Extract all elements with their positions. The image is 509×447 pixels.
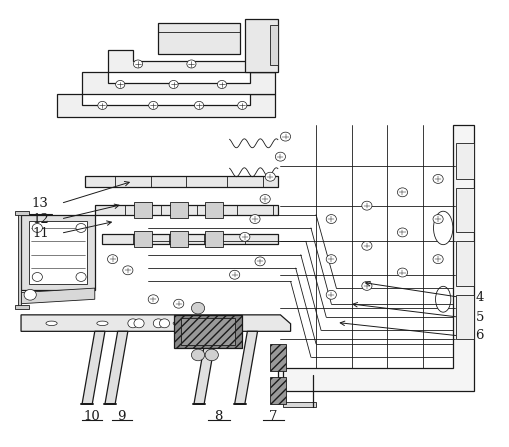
Circle shape: [217, 80, 226, 89]
Polygon shape: [15, 304, 29, 309]
Circle shape: [24, 290, 36, 300]
Polygon shape: [105, 331, 128, 404]
Text: 8: 8: [214, 409, 222, 422]
Circle shape: [205, 349, 218, 361]
Polygon shape: [455, 295, 473, 339]
Circle shape: [260, 194, 270, 203]
Ellipse shape: [173, 321, 184, 325]
Circle shape: [397, 228, 407, 237]
Circle shape: [32, 224, 42, 232]
Circle shape: [173, 299, 183, 308]
Circle shape: [280, 132, 290, 141]
Circle shape: [361, 201, 371, 210]
Polygon shape: [244, 18, 277, 72]
Circle shape: [229, 270, 239, 279]
Polygon shape: [270, 344, 285, 371]
Polygon shape: [282, 402, 316, 407]
Circle shape: [326, 291, 336, 299]
Circle shape: [116, 80, 125, 89]
Polygon shape: [173, 315, 242, 348]
Circle shape: [265, 172, 275, 181]
Ellipse shape: [97, 321, 108, 325]
Circle shape: [98, 101, 107, 110]
Circle shape: [148, 295, 158, 304]
Ellipse shape: [433, 211, 452, 245]
Polygon shape: [205, 202, 223, 218]
Text: 13: 13: [32, 197, 49, 210]
Circle shape: [149, 101, 158, 110]
Polygon shape: [102, 234, 277, 245]
Circle shape: [159, 319, 169, 328]
Circle shape: [326, 215, 336, 224]
Polygon shape: [29, 221, 87, 284]
Polygon shape: [18, 212, 21, 308]
Text: 7: 7: [268, 409, 276, 422]
Circle shape: [397, 268, 407, 277]
Circle shape: [239, 232, 249, 241]
Polygon shape: [107, 50, 275, 72]
Circle shape: [123, 266, 133, 275]
Circle shape: [361, 282, 371, 291]
Circle shape: [107, 255, 118, 264]
Text: 9: 9: [117, 409, 126, 422]
Polygon shape: [134, 202, 152, 218]
Polygon shape: [455, 188, 473, 232]
Polygon shape: [21, 315, 290, 331]
Text: 10: 10: [83, 409, 100, 422]
Circle shape: [275, 152, 285, 161]
Polygon shape: [82, 72, 275, 94]
Polygon shape: [205, 231, 223, 247]
Ellipse shape: [435, 287, 450, 312]
Circle shape: [76, 224, 86, 232]
Polygon shape: [15, 211, 29, 215]
Polygon shape: [234, 331, 257, 404]
Polygon shape: [270, 25, 277, 65]
Polygon shape: [169, 231, 187, 247]
Circle shape: [432, 255, 442, 264]
Polygon shape: [277, 126, 473, 391]
Circle shape: [249, 215, 260, 224]
Polygon shape: [455, 143, 473, 179]
Text: 12: 12: [32, 212, 49, 226]
Circle shape: [76, 273, 86, 282]
Circle shape: [361, 241, 371, 250]
Polygon shape: [169, 202, 187, 218]
Ellipse shape: [46, 321, 57, 325]
Circle shape: [191, 349, 204, 361]
Circle shape: [397, 188, 407, 197]
Polygon shape: [21, 215, 95, 291]
Polygon shape: [270, 377, 285, 404]
Circle shape: [128, 319, 138, 328]
Circle shape: [186, 60, 195, 68]
Polygon shape: [193, 331, 216, 404]
Polygon shape: [158, 23, 239, 54]
Circle shape: [134, 319, 144, 328]
Circle shape: [432, 215, 442, 224]
Circle shape: [432, 174, 442, 183]
Text: 4: 4: [475, 291, 483, 304]
Circle shape: [254, 257, 265, 266]
Circle shape: [194, 101, 203, 110]
Text: 6: 6: [474, 329, 483, 342]
Circle shape: [153, 319, 163, 328]
Ellipse shape: [223, 321, 235, 325]
Text: 5: 5: [475, 311, 483, 324]
Circle shape: [326, 255, 336, 264]
Circle shape: [32, 273, 42, 282]
Circle shape: [133, 60, 143, 68]
Circle shape: [168, 80, 178, 89]
Polygon shape: [455, 241, 473, 286]
Polygon shape: [181, 318, 234, 345]
Polygon shape: [84, 176, 277, 186]
Polygon shape: [21, 288, 95, 304]
Circle shape: [191, 302, 204, 314]
Text: 11: 11: [32, 227, 49, 240]
Polygon shape: [82, 331, 105, 404]
Polygon shape: [95, 205, 277, 215]
Circle shape: [237, 101, 246, 110]
Polygon shape: [134, 231, 152, 247]
Polygon shape: [56, 94, 275, 117]
